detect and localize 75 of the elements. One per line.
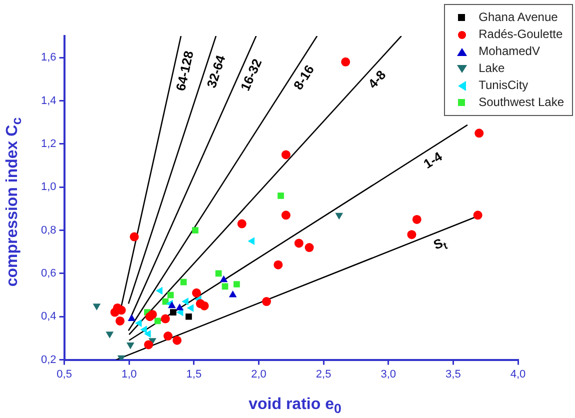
point [474,128,484,138]
point [237,219,246,228]
point [130,232,139,242]
point [140,326,147,334]
text: St [431,235,450,252]
legend-label: TunisCity [478,77,528,94]
point [341,57,350,66]
point [281,150,290,160]
point [180,278,187,286]
point [134,319,142,327]
y-tick-label: 1,6 [40,52,56,64]
legend-label: MohamedV [478,43,540,60]
point [170,309,176,316]
point [92,304,101,310]
point [156,286,162,295]
point [128,314,136,322]
point [228,290,237,298]
point [335,212,344,220]
y-tick-label: 1,0 [40,181,56,194]
point [106,332,114,338]
point [176,303,184,310]
point [163,332,172,341]
point [304,243,314,252]
point [278,192,284,199]
point [154,318,161,324]
point [407,230,416,240]
text: 16-32 [237,56,265,93]
point [222,283,228,290]
point [126,342,134,350]
y-tick-label: 1,4 [40,94,56,107]
point [248,237,255,245]
point [192,227,198,234]
point [281,210,290,220]
x-axis-title: void ratio e$_{0}$ [248,396,342,416]
point [186,304,194,312]
text: 4-8 [364,67,389,92]
x-tick-label: 2,5 [316,368,332,380]
point [145,312,154,322]
point [294,238,304,248]
legend-label: Lake [478,60,505,77]
text: 64-128 [172,49,196,92]
point [116,316,125,326]
point [144,330,151,338]
x-tick-label: 2,0 [251,368,266,380]
point [262,297,272,306]
text: 1-4 [420,148,446,172]
y-tick-label: 0,4 [40,310,56,323]
x-tick-label: 1,0 [121,368,137,380]
x-tick-label: 3,0 [380,368,396,380]
point [192,288,202,298]
point [160,314,170,324]
y-tick-label: 0,2 [40,354,56,366]
x-tick-label: 1,5 [186,368,202,380]
point [167,292,174,298]
y-tick-label: 1,2 [40,138,56,150]
point [168,301,176,308]
point [234,281,240,288]
text: 32-64 [204,52,229,90]
point [274,260,283,270]
point [220,275,228,282]
y-tick-label: 0,6 [40,267,56,280]
point [186,313,192,320]
point [144,340,154,350]
x-tick-label: 3,5 [446,368,461,380]
x-tick-label: 0,5 [56,368,72,380]
point [473,210,482,220]
point [196,299,205,308]
legend-label: Southwest Lake [478,94,564,111]
legend-label: Radés-Goulette [478,26,563,43]
point [412,214,422,224]
x-tick-label: 4,0 [510,368,526,380]
y-tick-label: 0,8 [40,224,56,236]
point [182,298,188,306]
legend-label: Ghana Avenue [478,9,558,26]
point [172,336,182,345]
